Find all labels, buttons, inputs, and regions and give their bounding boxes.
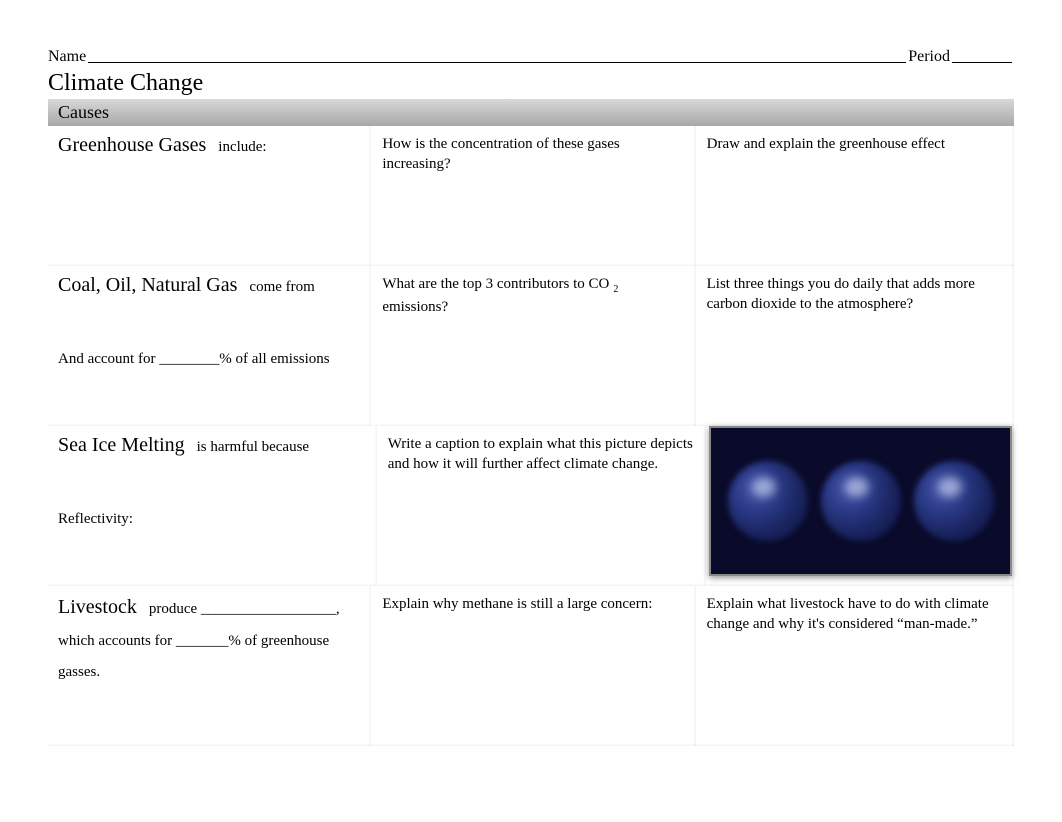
table-row: Livestock produce __________________, wh…: [48, 586, 1014, 746]
globe-icon: [728, 461, 808, 541]
cell-livestock-manmade: Explain what livestock have to do with c…: [697, 586, 1014, 746]
cell-methane-concern: Explain why methane is still a large con…: [372, 586, 696, 746]
globe-icon: [821, 461, 901, 541]
name-label: Name: [48, 48, 86, 66]
row2-subtext: is harmful because: [197, 439, 309, 455]
section-header-causes: Causes: [48, 99, 1014, 126]
row0-heading: Greenhouse Gases: [58, 134, 206, 156]
page-title: Climate Change: [48, 70, 1014, 97]
sea-ice-globes-image: [709, 426, 1012, 576]
cell-greenhouse-effect-draw: Draw and explain the greenhouse effect: [697, 126, 1014, 266]
row3-heading: Livestock: [58, 596, 137, 618]
row1-c2-pre: What are the top 3 contributors to CO: [382, 276, 609, 292]
row0-c3-prompt: Draw and explain the greenhouse effect: [707, 134, 1004, 154]
row1-c3-prompt: List three things you do daily that adds…: [707, 274, 1004, 315]
row1-subtext: come from: [249, 279, 314, 295]
cell-greenhouse-gases: Greenhouse Gases include:: [48, 126, 372, 266]
row3-c3-prompt: Explain what livestock have to do with c…: [707, 594, 1004, 635]
worksheet-grid: Greenhouse Gases include: How is the con…: [48, 126, 1014, 746]
row1-body: And account for ________% of all emissio…: [58, 347, 361, 371]
row2-c2-prompt: Write a caption to explain what this pic…: [388, 434, 697, 475]
period-label: Period: [908, 48, 950, 66]
table-row: Sea Ice Melting is harmful because Refle…: [48, 426, 1014, 586]
cell-sea-ice: Sea Ice Melting is harmful because Refle…: [48, 426, 378, 586]
name-underline: [88, 48, 906, 63]
cell-co2-contributors: What are the top 3 contributors to CO 2 e…: [372, 266, 696, 426]
cell-sea-ice-image: [707, 426, 1014, 586]
row0-subtext: include:: [218, 139, 266, 155]
cell-livestock: Livestock produce __________________, wh…: [48, 586, 372, 746]
row2-heading: Sea Ice Melting: [58, 434, 185, 456]
row0-c2-prompt: How is the concentration of these gases …: [382, 134, 685, 175]
name-period-line: Name Period: [48, 48, 1014, 66]
co2-subscript: 2: [613, 284, 618, 295]
row1-c2-prompt: What are the top 3 contributors to CO 2 e…: [382, 274, 685, 317]
row1-heading: Coal, Oil, Natural Gas: [58, 274, 237, 296]
period-underline: [952, 48, 1012, 63]
row2-body: Reflectivity:: [58, 507, 367, 531]
row1-c2-post: emissions?: [382, 299, 448, 315]
cell-fossil-fuels: Coal, Oil, Natural Gas come from And acc…: [48, 266, 372, 426]
table-row: Greenhouse Gases include: How is the con…: [48, 126, 1014, 266]
cell-concentration-question: How is the concentration of these gases …: [372, 126, 696, 266]
row3-c2-prompt: Explain why methane is still a large con…: [382, 594, 685, 614]
cell-daily-co2: List three things you do daily that adds…: [697, 266, 1014, 426]
cell-picture-caption: Write a caption to explain what this pic…: [378, 426, 708, 586]
globe-icon: [914, 461, 994, 541]
table-row: Coal, Oil, Natural Gas come from And acc…: [48, 266, 1014, 426]
